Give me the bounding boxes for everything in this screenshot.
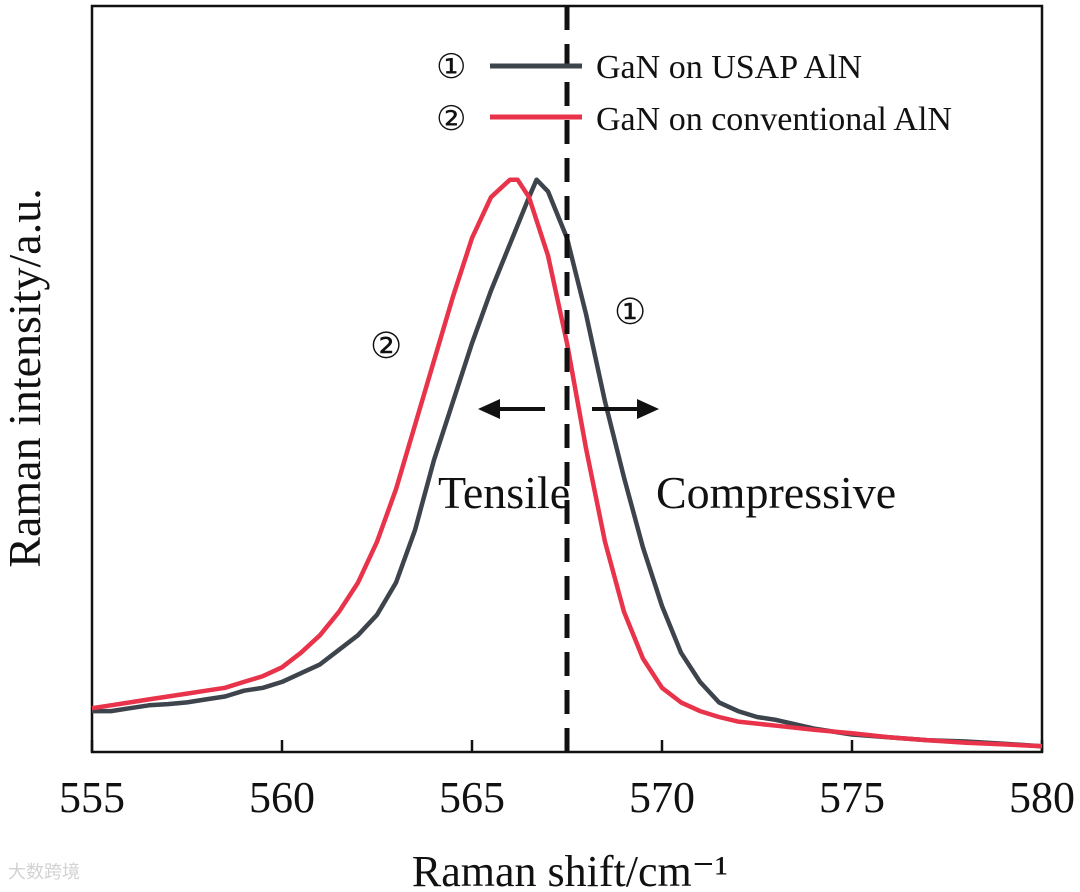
x-axis-label: Raman shift/cm⁻¹ [412,847,728,892]
compressive-arrow [592,399,659,419]
x-tick-label: 570 [629,773,695,822]
tensile-arrow [478,399,545,419]
tensile-label: Tensile [438,467,570,518]
curve-label-conventional: ② [370,326,402,366]
x-tick-label: 560 [249,773,315,822]
x-tick-label: 565 [439,773,505,822]
y-axis-label: Raman intensity/a.u. [0,188,50,567]
watermark: 大数跨境 [8,862,80,883]
legend-marker-usap: ① [436,49,466,86]
series-line-usap [92,177,1043,749]
compressive-label: Compressive [656,467,896,518]
series-line-conventional [91,177,1043,749]
x-tick-label: 575 [819,773,885,822]
x-tick-label: 555 [59,773,125,822]
legend-label-usap: GaN on USAP AlN [596,49,862,86]
curve-label-usap: ① [614,292,646,332]
x-tick-label: 580 [1009,773,1075,822]
legend-label-conventional: GaN on conventional AlN [596,101,952,138]
legend: ① GaN on USAP AlN ② GaN on conventional … [436,49,952,138]
x-axis-ticks: 555 560 565 570 575 580 [59,740,1075,822]
legend-marker-conventional: ② [436,101,466,138]
series-layer [91,177,1043,749]
